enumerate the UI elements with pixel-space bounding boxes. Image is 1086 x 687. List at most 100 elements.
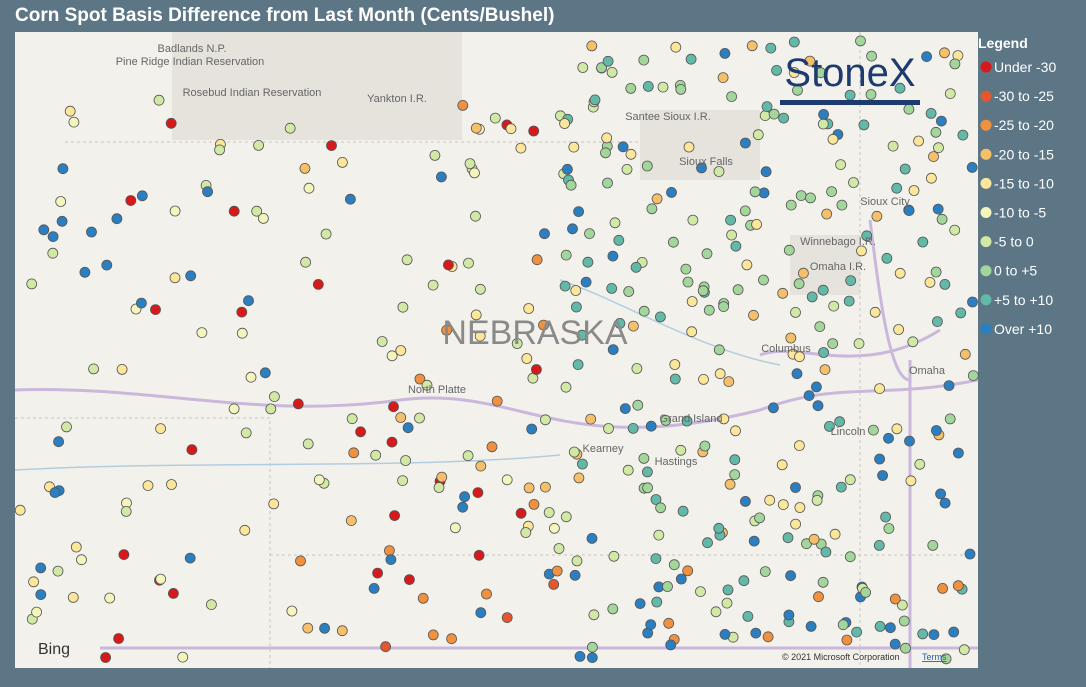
basis-dot[interactable] bbox=[666, 186, 677, 198]
basis-dot[interactable] bbox=[821, 208, 833, 220]
basis-dot[interactable] bbox=[897, 599, 908, 611]
basis-dot[interactable] bbox=[236, 327, 248, 339]
basis-dot[interactable] bbox=[646, 203, 658, 215]
basis-dot[interactable] bbox=[837, 619, 849, 631]
basis-dot[interactable] bbox=[958, 644, 970, 656]
basis-dot[interactable] bbox=[313, 474, 325, 486]
basis-dot[interactable] bbox=[403, 574, 415, 585]
basis-dot[interactable] bbox=[790, 518, 801, 530]
basis-dot[interactable] bbox=[116, 363, 128, 375]
basis-dot[interactable] bbox=[868, 424, 879, 436]
basis-dot[interactable] bbox=[931, 425, 942, 436]
basis-dot[interactable] bbox=[793, 278, 805, 290]
basis-dot[interactable] bbox=[836, 199, 848, 211]
basis-dot[interactable] bbox=[811, 381, 822, 393]
basis-dot[interactable] bbox=[166, 479, 177, 490]
basis-dot[interactable] bbox=[184, 552, 196, 564]
basis-dot[interactable] bbox=[932, 316, 943, 328]
basis-dot[interactable] bbox=[883, 432, 894, 444]
basis-dot[interactable] bbox=[760, 166, 772, 178]
basis-dot[interactable] bbox=[936, 115, 947, 127]
basis-dot[interactable] bbox=[764, 494, 776, 506]
basis-dot[interactable] bbox=[713, 166, 725, 177]
basis-dot[interactable] bbox=[928, 151, 939, 163]
basis-dot[interactable] bbox=[680, 263, 692, 275]
legend-label[interactable]: Under -30 bbox=[994, 59, 1056, 75]
basis-dot[interactable] bbox=[67, 592, 79, 603]
basis-dot[interactable] bbox=[539, 228, 550, 240]
basis-dot[interactable] bbox=[718, 413, 730, 425]
basis-dot[interactable] bbox=[860, 587, 871, 598]
basis-dot[interactable] bbox=[853, 338, 865, 350]
basis-dot[interactable] bbox=[778, 112, 789, 124]
basis-dot[interactable] bbox=[856, 245, 867, 257]
basis-dot[interactable] bbox=[851, 626, 862, 638]
basis-dot[interactable] bbox=[346, 413, 358, 425]
basis-dot[interactable] bbox=[376, 336, 388, 347]
basis-dot[interactable] bbox=[794, 502, 806, 513]
basis-dot[interactable] bbox=[186, 444, 198, 456]
basis-dot[interactable] bbox=[344, 193, 356, 205]
basis-dot[interactable] bbox=[489, 112, 501, 124]
legend-label[interactable]: 0 to +5 bbox=[994, 263, 1037, 279]
basis-dot[interactable] bbox=[820, 546, 832, 558]
basis-dot[interactable] bbox=[642, 466, 653, 478]
basis-dot[interactable] bbox=[582, 256, 594, 268]
basis-dot[interactable] bbox=[698, 373, 709, 385]
basis-dot[interactable] bbox=[936, 213, 948, 225]
basis-dot[interactable] bbox=[228, 403, 240, 415]
basis-dot[interactable] bbox=[486, 441, 498, 453]
basis-dot[interactable] bbox=[243, 295, 254, 307]
basis-dot[interactable] bbox=[76, 554, 87, 566]
basis-dot[interactable] bbox=[717, 72, 729, 83]
basis-dot[interactable] bbox=[606, 282, 618, 294]
basis-dot[interactable] bbox=[900, 642, 911, 654]
basis-dot[interactable] bbox=[650, 494, 662, 505]
basis-dot[interactable] bbox=[818, 109, 829, 120]
basis-dot[interactable] bbox=[794, 351, 805, 363]
basis-dot[interactable] bbox=[607, 603, 619, 615]
basis-dot[interactable] bbox=[540, 414, 551, 426]
basis-dot[interactable] bbox=[889, 593, 901, 605]
basis-dot[interactable] bbox=[355, 426, 367, 438]
basis-dot[interactable] bbox=[943, 380, 955, 392]
basis-dot[interactable] bbox=[457, 501, 469, 513]
basis-dot[interactable] bbox=[785, 199, 797, 211]
basis-dot[interactable] bbox=[740, 137, 751, 149]
basis-dot[interactable] bbox=[395, 345, 407, 356]
basis-dot[interactable] bbox=[749, 186, 761, 198]
basis-dot[interactable] bbox=[959, 348, 971, 360]
basis-dot[interactable] bbox=[814, 321, 826, 333]
basis-dot[interactable] bbox=[319, 622, 331, 634]
basis-dot[interactable] bbox=[889, 638, 901, 650]
basis-dot[interactable] bbox=[568, 141, 580, 153]
basis-dot[interactable] bbox=[634, 598, 646, 609]
basis-dot[interactable] bbox=[746, 40, 758, 52]
basis-dot[interactable] bbox=[904, 435, 915, 447]
basis-dot[interactable] bbox=[899, 163, 911, 175]
basis-dot[interactable] bbox=[388, 401, 399, 413]
basis-dot[interactable] bbox=[685, 53, 697, 65]
basis-dot[interactable] bbox=[917, 628, 929, 640]
basis-dot[interactable] bbox=[427, 279, 439, 291]
basis-dot[interactable] bbox=[596, 62, 607, 74]
basis-dot[interactable] bbox=[739, 205, 751, 217]
basis-dot[interactable] bbox=[400, 455, 412, 466]
terms-link[interactable]: Terms bbox=[922, 652, 947, 662]
basis-dot[interactable] bbox=[675, 573, 687, 585]
basis-dot[interactable] bbox=[719, 48, 731, 59]
basis-dot[interactable] bbox=[613, 234, 625, 246]
basis-dot[interactable] bbox=[701, 248, 713, 260]
basis-dot[interactable] bbox=[120, 505, 132, 517]
basis-dot[interactable] bbox=[653, 529, 665, 541]
basis-dot[interactable] bbox=[638, 54, 650, 66]
basis-dot[interactable] bbox=[944, 413, 956, 425]
basis-dot[interactable] bbox=[848, 177, 859, 188]
basis-dot[interactable] bbox=[370, 449, 382, 461]
basis-dot[interactable] bbox=[240, 427, 252, 439]
basis-dot[interactable] bbox=[55, 196, 67, 207]
basis-dot[interactable] bbox=[758, 187, 770, 199]
basis-dot[interactable] bbox=[949, 58, 961, 70]
basis-dot[interactable] bbox=[607, 344, 619, 356]
basis-dot[interactable] bbox=[302, 438, 314, 450]
